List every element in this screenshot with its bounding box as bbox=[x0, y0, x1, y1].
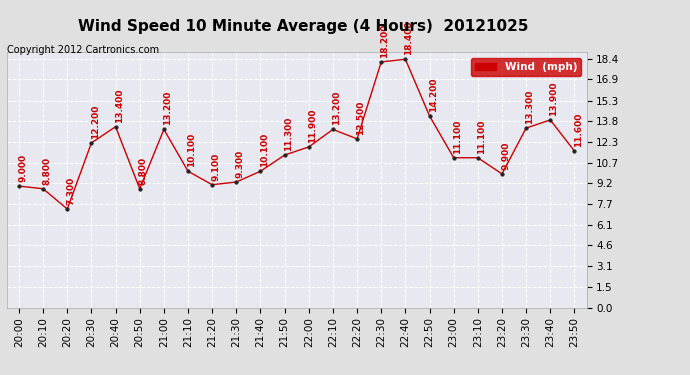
Text: 9.900: 9.900 bbox=[501, 141, 510, 170]
Text: Wind Speed 10 Minute Average (4 Hours)  20121025: Wind Speed 10 Minute Average (4 Hours) 2… bbox=[79, 19, 529, 34]
Text: 18.200: 18.200 bbox=[380, 24, 389, 58]
Legend: Wind  (mph): Wind (mph) bbox=[471, 58, 581, 76]
Text: 8.800: 8.800 bbox=[139, 157, 148, 185]
Text: 13.400: 13.400 bbox=[115, 88, 124, 123]
Text: 13.200: 13.200 bbox=[332, 91, 341, 125]
Text: 9.000: 9.000 bbox=[18, 154, 27, 182]
Text: 14.200: 14.200 bbox=[428, 77, 437, 112]
Text: 13.200: 13.200 bbox=[163, 91, 172, 125]
Text: 9.300: 9.300 bbox=[235, 150, 244, 178]
Text: 13.900: 13.900 bbox=[549, 81, 558, 116]
Text: 8.800: 8.800 bbox=[42, 157, 51, 185]
Text: 11.100: 11.100 bbox=[477, 119, 486, 154]
Text: 11.300: 11.300 bbox=[284, 117, 293, 151]
Text: Copyright 2012 Cartronics.com: Copyright 2012 Cartronics.com bbox=[7, 45, 159, 55]
Text: 9.100: 9.100 bbox=[211, 152, 220, 181]
Text: 18.400: 18.400 bbox=[404, 21, 413, 55]
Text: 12.200: 12.200 bbox=[90, 105, 99, 139]
Text: 10.100: 10.100 bbox=[259, 133, 268, 167]
Text: 10.100: 10.100 bbox=[187, 133, 196, 167]
Text: 11.600: 11.600 bbox=[573, 112, 582, 147]
Text: 11.100: 11.100 bbox=[453, 119, 462, 154]
Text: 7.300: 7.300 bbox=[66, 177, 75, 205]
Text: 11.900: 11.900 bbox=[308, 108, 317, 143]
Text: 13.300: 13.300 bbox=[525, 90, 534, 124]
Text: 12.500: 12.500 bbox=[356, 100, 365, 135]
